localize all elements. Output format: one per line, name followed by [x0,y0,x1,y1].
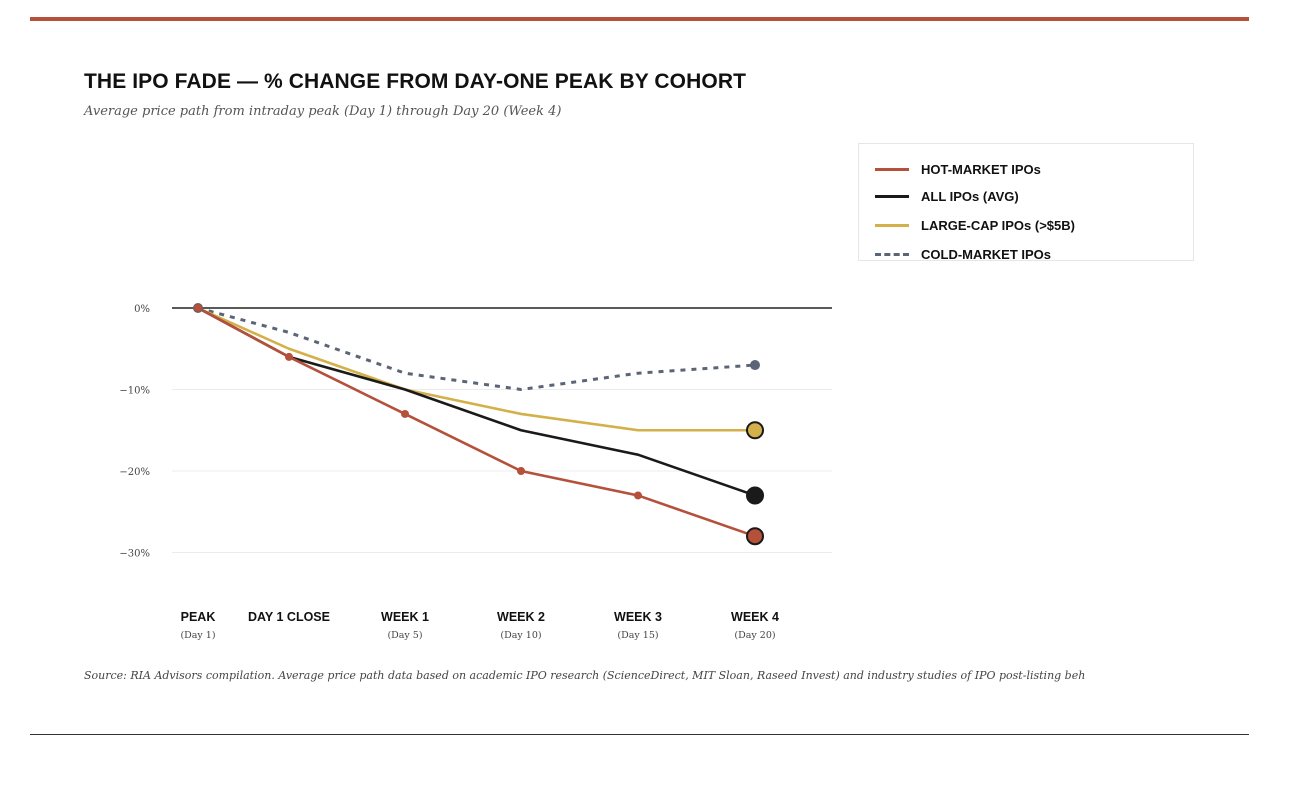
legend-item-cold-market: COLD-MARKET IPOs [875,245,1051,263]
x-tick-sublabel: (Day 20) [734,630,775,641]
top-accent-rule [30,17,1249,21]
data-point-all-ipos-avg [746,486,764,505]
legend-swatch-cold-market [875,252,909,256]
legend-label-large-cap: LARGE-CAP IPOs (>$5B) [921,217,1075,233]
x-tick-sublabel: (Day 5) [387,630,422,641]
legend-swatch-large-cap [875,223,909,227]
series-lines [196,306,757,538]
source-note: Source: RIA Advisors compilation. Averag… [84,669,1086,682]
data-point-hot-market-ipos [194,304,202,312]
legend-label-cold-market: COLD-MARKET IPOs [921,246,1051,262]
chart-title: THE IPO FADE — % CHANGE FROM DAY-ONE PEA… [84,70,747,93]
x-tick-label: PEAK [181,610,216,624]
legend-label-hot-market: HOT-MARKET IPOs [921,161,1041,177]
x-tick-label: WEEK 2 [497,610,545,624]
y-tick-label: −30% [119,549,150,560]
y-tick-label: −20% [119,467,150,478]
bottom-rule [30,734,1249,735]
legend-item-large-cap: LARGE-CAP IPOs (>$5B) [875,216,1075,234]
x-tick-label: WEEK 4 [731,610,779,624]
x-axis-tick-labels: PEAK (Day 1) DAY 1 CLOSE WEEK 1 (Day 5) WEEK … [180,610,779,641]
x-tick-label: DAY 1 CLOSE [248,610,330,624]
legend-item-hot-market: HOT-MARKET IPOs [875,160,1041,178]
gridlines [172,307,832,553]
x-tick-sublabel: (Day 10) [500,630,541,641]
legend-swatch-hot-market [875,167,909,171]
y-tick-label: −10% [119,386,150,397]
data-point-large-cap-ipos-5b [746,421,764,440]
series-points [193,303,764,546]
legend-label-all-ipos: ALL IPOs (AVG) [921,188,1019,204]
series-line-all-ipos-avg [196,306,757,497]
data-point-hot-market-ipos [401,409,409,418]
data-point-hot-market-ipos [634,491,642,500]
series-line-hot-market-ipos [196,306,757,538]
x-tick-sublabel: (Day 1) [180,630,215,641]
y-axis-tick-labels: 0% −10% −20% −30% [119,304,150,560]
legend-item-all-ipos: ALL IPOs (AVG) [875,187,1019,205]
legend: HOT-MARKET IPOs ALL IPOs (AVG) LARGE-CAP… [858,143,1194,263]
data-point-hot-market-ipos [285,352,293,361]
data-point-hot-market-ipos [517,467,525,475]
chart-subtitle: Average price path from intraday peak (D… [84,104,562,119]
data-point-cold-market-ipos [750,360,760,371]
series-line-cold-market-ipos [197,306,756,391]
x-tick-label: WEEK 1 [381,610,429,624]
x-tick-label: WEEK 3 [614,610,662,624]
legend-swatch-all-ipos [875,194,909,198]
series-line-large-cap-ipos-5b [196,306,757,432]
data-point-hot-market-ipos [746,527,764,546]
x-tick-sublabel: (Day 15) [617,630,658,641]
y-tick-label: 0% [134,304,150,315]
